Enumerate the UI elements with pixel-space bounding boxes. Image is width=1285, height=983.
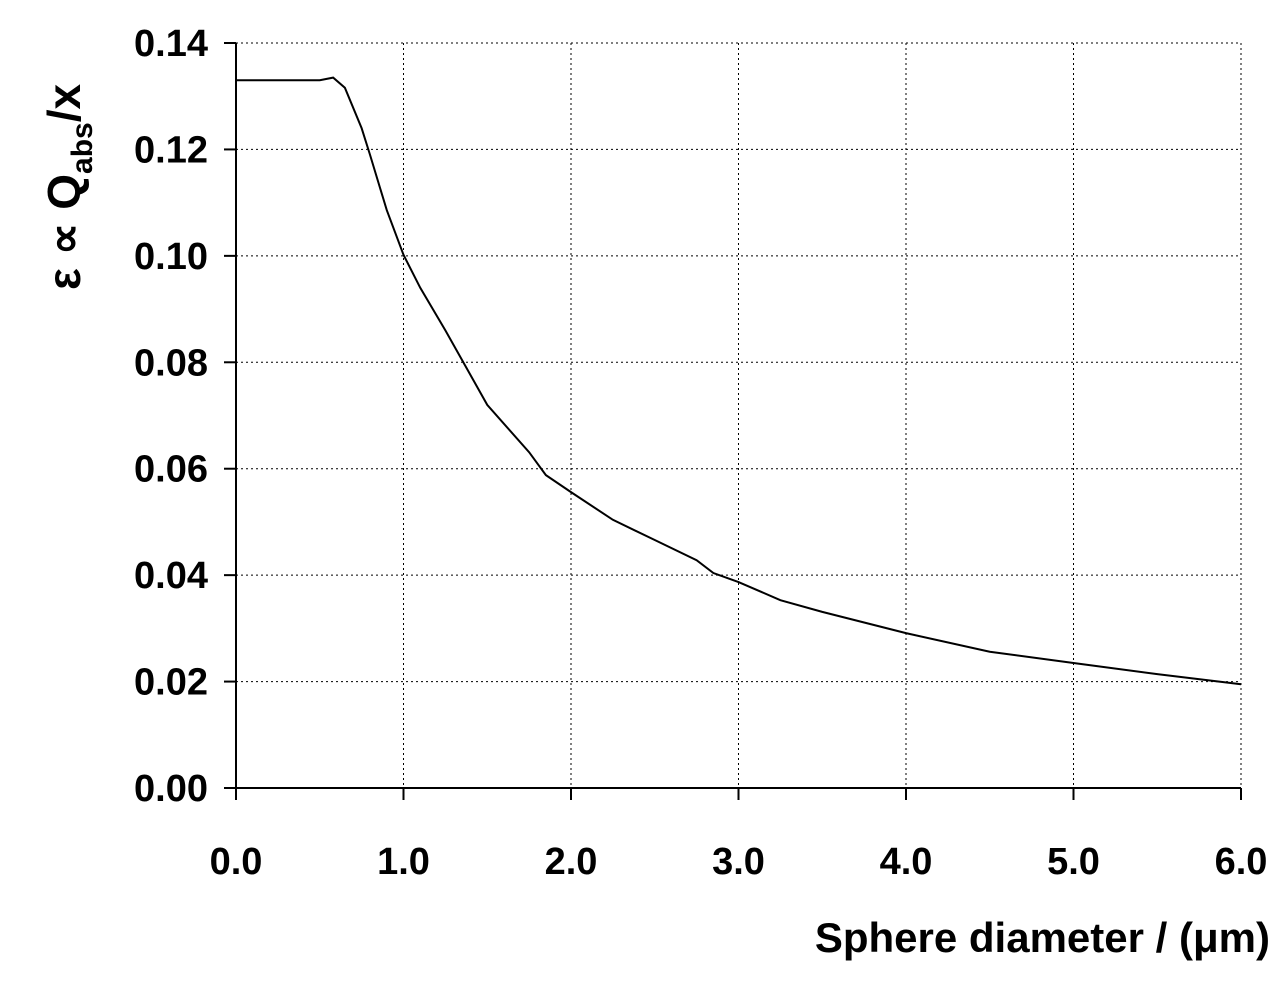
y-tick-label: 0.10 [134, 236, 208, 278]
y-tick-label: 0.04 [134, 555, 208, 597]
x-tick-label: 0.0 [210, 841, 263, 883]
x-axis-label: Sphere diameter / (μm) [815, 914, 1270, 961]
y-tick-label: 0.14 [134, 23, 208, 65]
y-axis-label-sub: abs [66, 122, 99, 174]
x-tick-label: 6.0 [1215, 841, 1268, 883]
x-tick-label: 1.0 [377, 841, 430, 883]
x-tick-label: 4.0 [880, 841, 933, 883]
x-tick-label: 5.0 [1047, 841, 1100, 883]
y-axis-label: ε ∝ Qabs/x [38, 83, 99, 290]
x-tick-label: 3.0 [712, 841, 765, 883]
data-line [236, 76, 1242, 686]
y-tick-label: 0.08 [134, 342, 208, 384]
y-tick-label: 0.06 [134, 449, 208, 491]
x-tick-label: 2.0 [545, 841, 598, 883]
y-tick-label: 0.00 [134, 768, 208, 810]
y-tick-label: 0.12 [134, 129, 208, 171]
y-axis-label-post: /x [38, 83, 90, 122]
y-tick-label: 0.02 [134, 662, 208, 704]
y-axis-label-main: ε ∝ Q [38, 174, 90, 290]
